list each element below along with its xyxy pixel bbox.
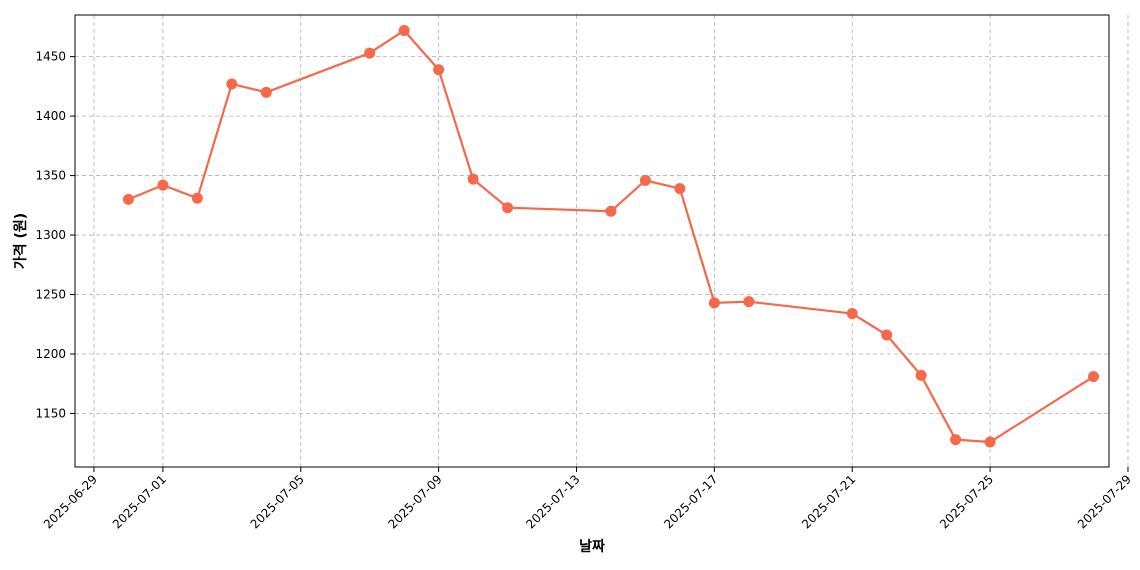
x-tick-label: 2025-06-29	[41, 472, 100, 531]
y-tick-label: 1350	[35, 169, 66, 183]
x-axis-ticks: 2025-06-29 2025-07-01 2025-07-05 2025-07-09…	[41, 467, 1134, 531]
data-point	[743, 296, 754, 307]
data-point	[399, 25, 410, 36]
data-point	[916, 370, 927, 381]
data-point	[433, 64, 444, 75]
data-point	[847, 308, 858, 319]
y-tick-label: 1450	[35, 50, 66, 64]
data-point	[985, 437, 996, 448]
data-point	[226, 78, 237, 89]
data-point	[881, 329, 892, 340]
y-tick-label: 1200	[35, 347, 66, 361]
x-tick-label: 2025-07-01	[110, 472, 169, 531]
x-tick-label: 2025-07-09	[386, 472, 445, 531]
data-point	[1088, 371, 1099, 382]
x-tick-label: 2025-07-17	[661, 472, 720, 531]
x-tick-label: 2025-07-13	[523, 472, 582, 531]
data-point	[640, 175, 651, 186]
data-point	[468, 174, 479, 185]
data-point	[674, 183, 685, 194]
y-tick-label: 1300	[35, 228, 66, 242]
y-axis-ticks: 1150 1200 1250 1300 1350 1400 1450	[35, 50, 75, 421]
x-tick-label: 2025-07-21	[799, 472, 858, 531]
series-line-group	[123, 25, 1099, 448]
data-point	[364, 48, 375, 59]
data-point	[502, 202, 513, 213]
x-tick-label: 2025-07-29	[1075, 472, 1134, 531]
data-point	[123, 194, 134, 205]
x-axis-label: 날짜	[579, 539, 605, 555]
x-tick-label: 2025-07-05	[248, 472, 307, 531]
x-tick-label: 2025-07-25	[937, 472, 996, 531]
data-point	[157, 180, 168, 191]
data-point	[605, 206, 616, 217]
series-line	[128, 30, 1093, 442]
y-tick-label: 1150	[35, 406, 66, 420]
y-tick-label: 1400	[35, 109, 66, 123]
data-point	[261, 87, 272, 98]
y-axis-label: 가격 (원)	[12, 213, 29, 269]
data-point	[192, 193, 203, 204]
data-point	[709, 297, 720, 308]
data-point	[950, 434, 961, 445]
y-tick-label: 1250	[35, 288, 66, 302]
